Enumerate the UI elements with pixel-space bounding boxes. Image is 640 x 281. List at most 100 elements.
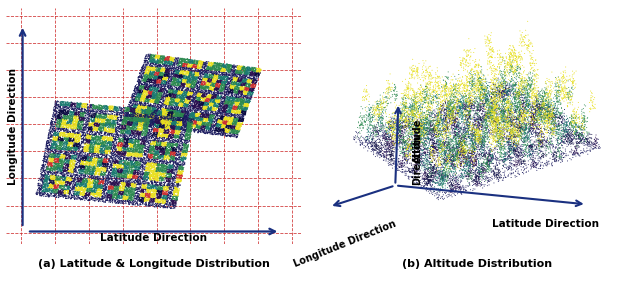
- Point: [568, 83, 579, 88]
- Point: [97, 168, 107, 172]
- Point: [184, 94, 195, 99]
- Point: [552, 80, 563, 85]
- Point: [143, 104, 153, 109]
- Point: [424, 97, 434, 101]
- Point: [180, 140, 191, 144]
- Point: [153, 56, 163, 61]
- Point: [510, 58, 520, 62]
- Point: [123, 147, 133, 151]
- Point: [233, 83, 243, 88]
- Point: [484, 59, 494, 64]
- Point: [157, 149, 167, 153]
- Point: [388, 156, 399, 161]
- Point: [165, 136, 175, 140]
- Point: [127, 185, 137, 189]
- Point: [476, 86, 486, 90]
- Point: [157, 56, 168, 61]
- Point: [154, 92, 164, 97]
- Point: [464, 106, 474, 111]
- Point: [543, 142, 554, 146]
- Point: [181, 129, 191, 134]
- Point: [128, 141, 138, 146]
- Point: [198, 89, 208, 94]
- Point: [424, 101, 434, 106]
- Point: [159, 171, 170, 175]
- Point: [202, 117, 212, 122]
- Point: [225, 90, 235, 94]
- Point: [68, 143, 79, 148]
- Point: [84, 114, 95, 118]
- Point: [76, 111, 86, 115]
- Point: [440, 99, 450, 103]
- Point: [408, 168, 419, 173]
- Point: [75, 137, 85, 141]
- Point: [392, 122, 403, 126]
- Point: [59, 122, 69, 127]
- Point: [206, 93, 216, 98]
- Point: [113, 185, 123, 189]
- Point: [108, 130, 118, 134]
- Point: [234, 70, 244, 74]
- Point: [131, 121, 141, 126]
- Point: [164, 184, 174, 189]
- Point: [166, 152, 177, 157]
- Point: [381, 137, 391, 141]
- Point: [116, 124, 127, 128]
- Point: [486, 31, 497, 35]
- Point: [410, 108, 420, 112]
- Point: [383, 140, 394, 144]
- Point: [457, 104, 467, 108]
- Point: [447, 132, 457, 136]
- Point: [64, 148, 74, 152]
- Point: [54, 164, 64, 168]
- Point: [70, 165, 81, 169]
- Point: [170, 121, 180, 126]
- Point: [211, 118, 221, 122]
- Point: [60, 162, 70, 167]
- Point: [452, 134, 463, 139]
- Point: [188, 103, 198, 108]
- Point: [450, 190, 460, 194]
- Point: [120, 145, 130, 149]
- Point: [151, 159, 161, 163]
- Point: [166, 145, 177, 149]
- Point: [139, 115, 149, 120]
- Point: [524, 129, 534, 134]
- Point: [193, 93, 203, 97]
- Point: [439, 179, 449, 184]
- Point: [207, 92, 217, 96]
- Point: [94, 139, 104, 144]
- Point: [154, 185, 164, 190]
- Point: [97, 123, 107, 127]
- Point: [561, 126, 571, 131]
- Point: [375, 118, 385, 123]
- Point: [524, 162, 534, 167]
- Point: [77, 187, 87, 191]
- Point: [232, 126, 242, 130]
- Point: [463, 113, 473, 117]
- Point: [153, 166, 163, 170]
- Point: [472, 127, 483, 132]
- Point: [107, 147, 117, 151]
- Point: [534, 131, 545, 135]
- Point: [238, 80, 248, 85]
- Point: [204, 89, 214, 94]
- Point: [84, 137, 94, 141]
- Point: [146, 144, 156, 149]
- Point: [424, 181, 435, 186]
- Point: [91, 156, 101, 161]
- Point: [184, 115, 195, 119]
- Point: [57, 117, 67, 122]
- Point: [582, 131, 593, 136]
- Point: [159, 153, 170, 158]
- Point: [490, 117, 500, 122]
- Point: [213, 95, 223, 99]
- Point: [515, 100, 525, 105]
- Point: [417, 95, 427, 99]
- Point: [152, 149, 162, 153]
- Point: [47, 191, 57, 196]
- Point: [67, 146, 77, 150]
- Point: [70, 166, 80, 171]
- Point: [99, 127, 109, 131]
- Point: [472, 86, 483, 90]
